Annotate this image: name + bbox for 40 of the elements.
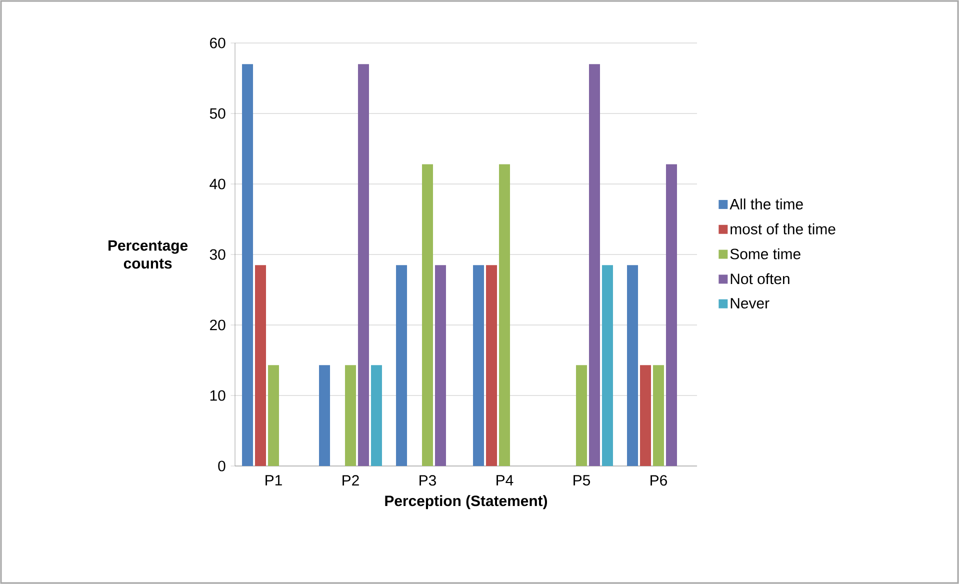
bar: [268, 365, 279, 466]
bar: [588, 64, 600, 466]
y-tick-label: 30: [210, 249, 226, 260]
legend-label: Some time: [730, 248, 800, 260]
y-tick-label: 40: [210, 178, 226, 190]
bar: [319, 365, 330, 466]
bar: [345, 365, 356, 466]
bar: [640, 365, 652, 466]
x-tick-label: P2: [342, 475, 359, 486]
bar: [370, 365, 382, 466]
y-tick-label: 0: [218, 460, 226, 472]
x-tick-label: P4: [496, 475, 514, 486]
bar: [499, 164, 510, 466]
legend-label: All the time: [730, 198, 803, 210]
bar: [422, 164, 433, 466]
bar: [653, 365, 664, 466]
bar: [473, 265, 484, 466]
x-axis-title: Perception (Statement): [385, 495, 548, 510]
bar: [396, 265, 408, 466]
bar: [602, 265, 613, 466]
x-tick-label: P3: [420, 475, 436, 486]
bar: [627, 265, 638, 466]
y-tick-label: 20: [210, 320, 226, 330]
y-tick-label: 10: [210, 390, 226, 401]
legend-label: most of the time: [730, 223, 836, 234]
x-tick-label: P1: [266, 475, 282, 486]
x-tick-label: P5: [574, 475, 590, 486]
legend-label: Never: [730, 298, 770, 309]
bar: [576, 365, 587, 466]
bar: [255, 265, 266, 466]
bar: [242, 64, 254, 466]
bar: [358, 64, 369, 466]
y-tick-label: 50: [210, 108, 226, 119]
y-axis-title: Percentage counts: [108, 240, 188, 269]
legend-label: Not often: [730, 273, 790, 284]
y-tick-label: 60: [210, 38, 226, 48]
bar: [486, 265, 498, 466]
bar: [434, 265, 446, 466]
bar: [666, 164, 677, 466]
x-tick-label: P6: [650, 475, 667, 486]
